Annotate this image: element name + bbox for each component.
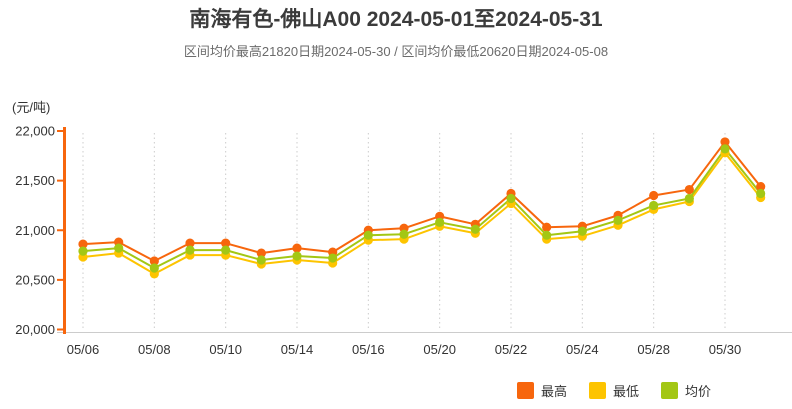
data-point-avg bbox=[435, 217, 445, 227]
data-point-avg bbox=[756, 188, 766, 199]
y-tick-label: 22,000 bbox=[15, 124, 55, 139]
legend-item-low: 最低 bbox=[589, 381, 639, 400]
series-line-high bbox=[82, 140, 762, 263]
y-axis: 22,000 21,500 21,000 20,500 20,000 bbox=[15, 124, 66, 337]
data-point-avg bbox=[649, 200, 659, 211]
y-axis-unit-label: (元/吨) bbox=[12, 100, 51, 115]
data-point-high bbox=[756, 181, 766, 192]
data-point-avg bbox=[292, 251, 302, 261]
data-point-high bbox=[720, 137, 730, 147]
legend-swatch-avg bbox=[661, 382, 679, 399]
legend-item-avg: 均价 bbox=[661, 381, 711, 400]
legend-label-low: 最低 bbox=[613, 384, 640, 399]
data-point-high bbox=[292, 243, 302, 253]
x-tick-label: 05/30 bbox=[709, 342, 742, 357]
data-point-avg bbox=[328, 253, 338, 263]
legend-item-high: 最高 bbox=[517, 381, 567, 400]
data-point-avg bbox=[470, 224, 480, 234]
chart-subtitle: 区间均价最高21820日期2024-05-30 / 区间均价最低20620日期2… bbox=[183, 44, 609, 59]
data-point-avg bbox=[114, 243, 124, 253]
data-point-avg bbox=[506, 193, 516, 204]
x-tick-label: 05/10 bbox=[209, 342, 242, 357]
data-point-avg bbox=[577, 226, 587, 236]
x-tick-label: 05/24 bbox=[566, 342, 599, 357]
x-axis-labels: 05/06 05/08 05/10 05/14 05/16 05/20 05/22 05/24… bbox=[67, 342, 742, 357]
y-tick-label: 20,500 bbox=[15, 272, 55, 287]
series-line-avg bbox=[82, 147, 762, 269]
data-point-high bbox=[221, 238, 231, 248]
data-point-avg bbox=[613, 215, 623, 225]
data-point-high bbox=[684, 184, 694, 195]
x-tick-label: 05/22 bbox=[495, 342, 528, 357]
x-tick-label: 05/14 bbox=[281, 342, 314, 357]
chart-legend: 最高 最低 均价 bbox=[517, 381, 711, 400]
data-point-avg bbox=[720, 144, 730, 154]
legend-swatch-high bbox=[517, 382, 534, 399]
data-point-avg bbox=[542, 230, 552, 240]
x-tick-label: 05/20 bbox=[423, 342, 456, 357]
data-point-high bbox=[78, 239, 88, 249]
x-tick-label: 05/06 bbox=[67, 342, 100, 357]
y-tick-label: 21,500 bbox=[15, 173, 55, 188]
data-point-avg bbox=[149, 263, 159, 273]
data-point-avg bbox=[185, 245, 195, 255]
x-tick-label: 05/08 bbox=[138, 342, 171, 357]
data-point-avg bbox=[363, 230, 373, 240]
data-point-high bbox=[149, 256, 159, 266]
data-point-high bbox=[185, 238, 195, 248]
y-tick-label: 21,000 bbox=[15, 223, 55, 238]
data-point-high bbox=[256, 248, 266, 258]
chart-title: 南海有色-佛山A00 2024-05-01至2024-05-31 bbox=[189, 8, 603, 31]
y-tick-label: 20,000 bbox=[15, 322, 55, 337]
data-point-avg bbox=[684, 193, 694, 204]
data-point-high bbox=[542, 222, 552, 232]
data-point-high bbox=[649, 190, 659, 201]
data-point-avg bbox=[256, 255, 266, 265]
legend-swatch-low bbox=[589, 382, 607, 399]
series-markers-avg bbox=[78, 144, 766, 273]
x-tick-label: 05/16 bbox=[352, 342, 385, 357]
legend-label-avg: 均价 bbox=[685, 384, 712, 399]
data-point-avg bbox=[78, 246, 88, 256]
data-point-avg bbox=[399, 229, 409, 239]
legend-label-high: 最高 bbox=[541, 384, 568, 399]
data-point-avg bbox=[221, 245, 231, 255]
series-line-low bbox=[82, 151, 762, 275]
x-tick-label: 05/28 bbox=[637, 342, 670, 357]
